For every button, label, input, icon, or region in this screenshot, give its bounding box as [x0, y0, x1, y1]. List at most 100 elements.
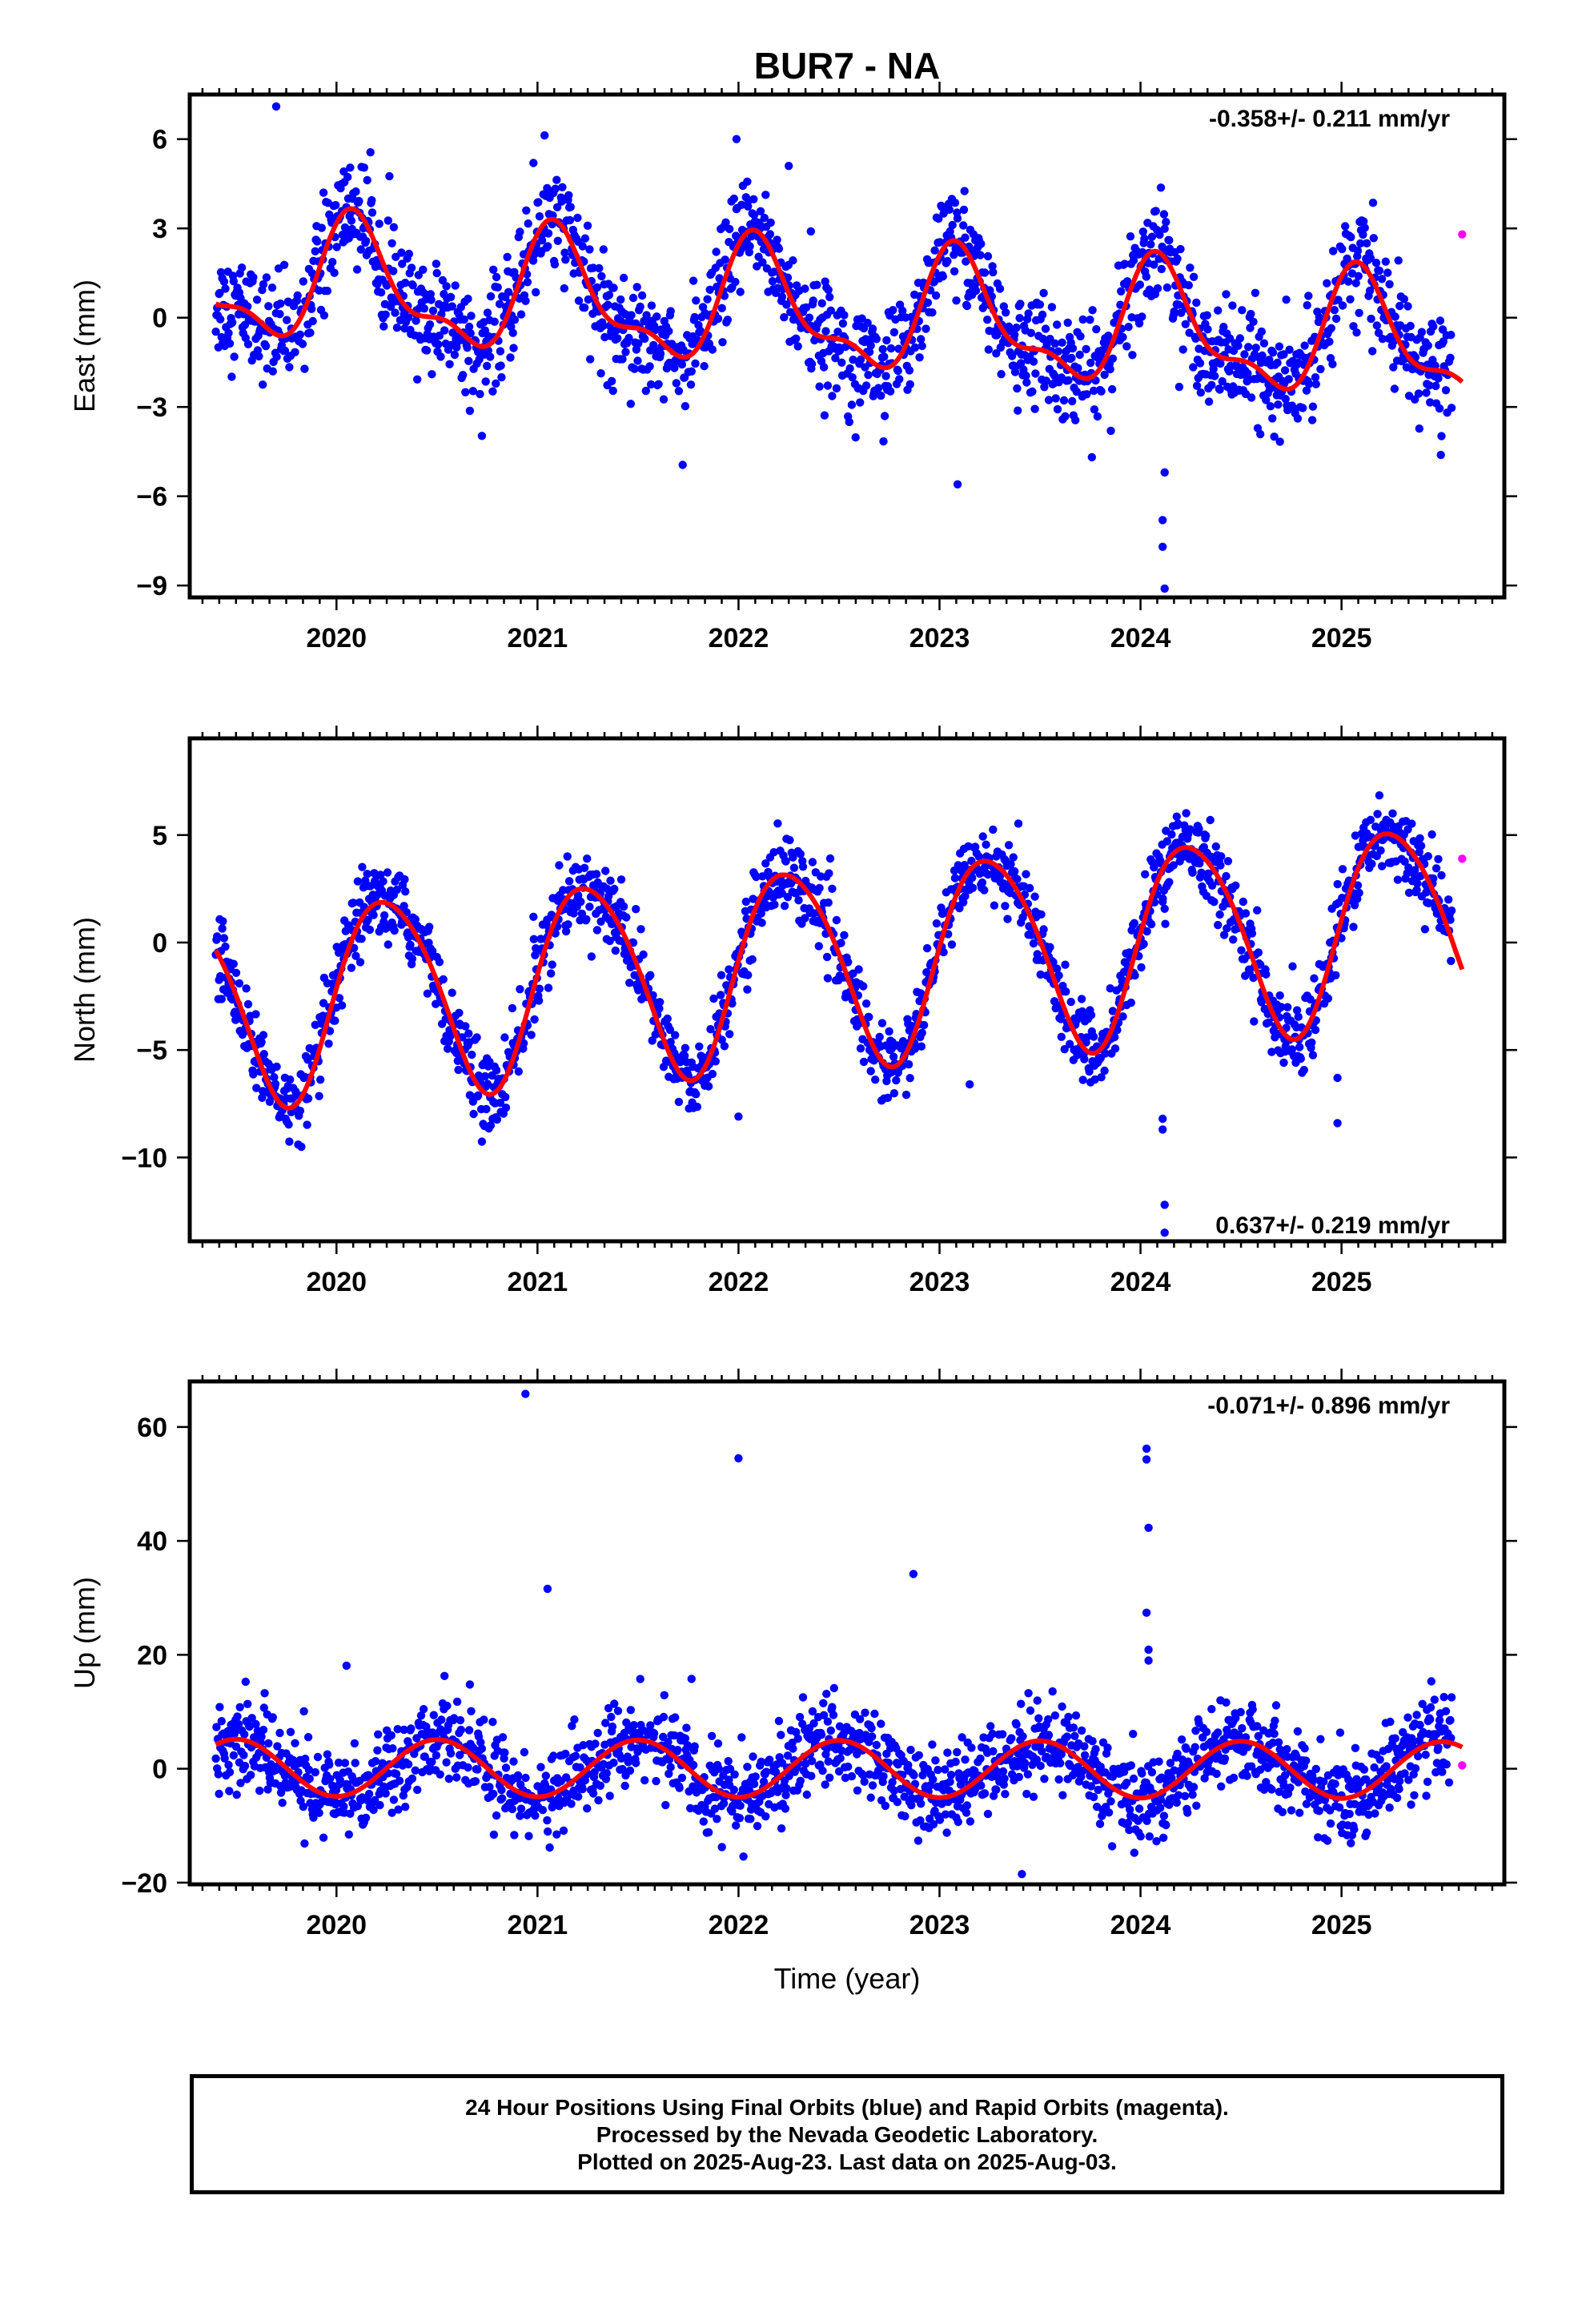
data-point — [950, 267, 959, 275]
data-point — [590, 1767, 599, 1777]
data-point — [450, 350, 460, 360]
data-point — [889, 306, 897, 315]
data-point — [1217, 852, 1226, 861]
data-point — [624, 1758, 632, 1767]
data-point — [604, 300, 612, 309]
data-point — [252, 296, 262, 304]
data-point — [1004, 841, 1014, 850]
data-point — [1106, 426, 1115, 436]
data-point — [938, 272, 948, 281]
data-point — [1352, 328, 1361, 337]
data-point — [634, 339, 643, 348]
data-point — [670, 364, 679, 372]
data-point — [422, 346, 432, 355]
data-point — [625, 1766, 635, 1775]
data-point — [1044, 396, 1054, 404]
data-point — [1089, 386, 1098, 396]
data-point — [974, 852, 984, 861]
data-point — [1107, 384, 1117, 394]
data-point — [397, 248, 406, 257]
data-point — [309, 1813, 318, 1822]
data-point — [1353, 881, 1363, 890]
data-point — [369, 911, 378, 919]
data-point — [1088, 306, 1097, 315]
data-point — [464, 1029, 473, 1038]
data-point — [789, 863, 799, 872]
data-point — [285, 1137, 294, 1146]
data-point — [1012, 324, 1021, 332]
data-point — [705, 285, 714, 294]
data-point — [317, 223, 326, 232]
data-point — [1274, 400, 1283, 409]
data-point — [483, 1080, 492, 1088]
outlier-point — [732, 135, 741, 143]
data-point — [1390, 384, 1399, 393]
data-point — [1010, 866, 1019, 876]
data-point — [1090, 1075, 1099, 1084]
data-point — [1089, 1032, 1098, 1041]
data-point — [576, 1763, 584, 1772]
data-point — [1053, 404, 1062, 414]
data-point — [1427, 830, 1436, 839]
data-point — [510, 316, 520, 324]
data-point — [636, 302, 644, 312]
data-point — [1234, 341, 1243, 350]
data-point — [492, 379, 500, 388]
data-point — [785, 835, 794, 845]
data-point — [1013, 875, 1022, 884]
data-point — [632, 283, 641, 292]
data-point — [677, 360, 687, 369]
data-point — [219, 917, 227, 926]
data-point — [1155, 230, 1164, 239]
data-point — [1067, 353, 1076, 363]
data-point — [728, 999, 737, 1008]
data-point — [1140, 234, 1149, 243]
data-point — [646, 1721, 655, 1730]
data-point — [744, 971, 753, 979]
final-orbit-points — [211, 102, 1456, 593]
data-point — [313, 1752, 323, 1762]
x-tick-label: 2020 — [306, 623, 367, 653]
data-point — [604, 291, 614, 300]
data-point — [851, 433, 860, 442]
data-point — [921, 324, 930, 333]
data-point — [480, 1715, 488, 1724]
data-point — [1407, 819, 1416, 828]
data-point — [783, 1751, 793, 1760]
data-point — [249, 1070, 258, 1079]
data-point — [576, 897, 585, 907]
data-point — [1080, 1055, 1089, 1063]
data-point — [408, 1774, 417, 1783]
data-point — [959, 898, 968, 907]
data-point — [703, 295, 712, 304]
data-point — [828, 392, 837, 400]
data-point — [346, 163, 355, 172]
data-point — [682, 1723, 691, 1732]
data-point — [770, 900, 779, 909]
data-point — [725, 1030, 734, 1039]
data-point — [802, 1790, 811, 1799]
data-point — [597, 271, 606, 281]
data-point — [717, 1035, 726, 1044]
data-point — [578, 242, 587, 251]
data-point — [416, 1711, 426, 1720]
data-point — [689, 276, 698, 285]
data-point — [498, 1794, 507, 1803]
data-point — [251, 1010, 260, 1019]
data-point — [444, 1044, 452, 1053]
data-point — [1350, 901, 1359, 910]
data-point — [1362, 239, 1371, 247]
data-point — [1219, 323, 1228, 332]
data-point — [663, 1014, 672, 1023]
data-point — [879, 437, 888, 446]
data-point — [1273, 358, 1282, 368]
data-point — [1100, 370, 1109, 380]
data-point — [607, 1712, 616, 1722]
data-point — [1071, 416, 1080, 424]
data-point — [1355, 888, 1363, 898]
data-point — [1338, 865, 1347, 874]
outlier-point — [1160, 468, 1169, 477]
data-point — [794, 896, 803, 905]
